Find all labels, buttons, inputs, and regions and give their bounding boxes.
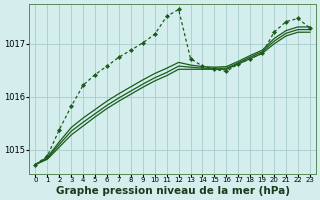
X-axis label: Graphe pression niveau de la mer (hPa): Graphe pression niveau de la mer (hPa) bbox=[56, 186, 290, 196]
